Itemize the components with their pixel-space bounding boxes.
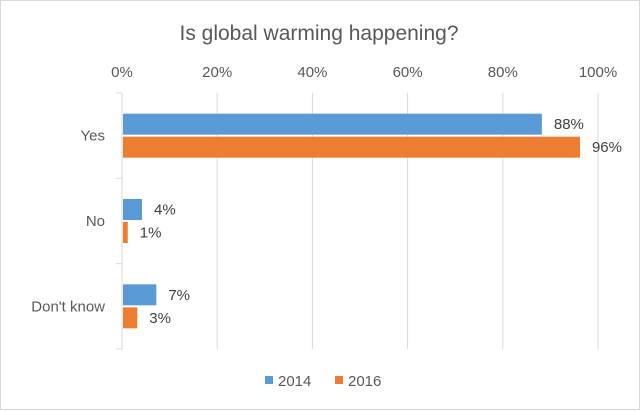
data-label: 88% <box>554 116 584 133</box>
legend-label: 2016 <box>348 373 381 390</box>
bar-2014-yes <box>123 113 542 135</box>
data-label: 1% <box>140 225 162 242</box>
legend: 2014 2016 <box>265 373 381 390</box>
category-label: No <box>86 213 105 230</box>
data-label: 7% <box>168 287 190 304</box>
x-axis-ticks: 0% 20% 40% 60% 80% 100% <box>111 64 617 81</box>
x-tick-label: 60% <box>393 64 423 81</box>
category-label: Don't know <box>31 298 105 315</box>
chart-title: Is global warming happening? <box>179 22 458 45</box>
category-label: Yes <box>81 128 105 145</box>
bars <box>123 113 580 329</box>
data-label: 3% <box>149 310 171 327</box>
x-tick-label: 40% <box>297 64 327 81</box>
bar-2016-don-t-know <box>123 307 138 329</box>
legend-swatch <box>335 376 343 384</box>
x-tick-label: 80% <box>488 64 518 81</box>
bar-2016-yes <box>123 136 580 158</box>
category-labels: Yes No Don't know <box>31 128 105 316</box>
bar-2016-no <box>123 222 128 243</box>
legend-swatch <box>265 376 273 384</box>
bar-2014-no <box>123 199 143 220</box>
gridlines <box>116 92 599 350</box>
x-tick-label: 20% <box>202 64 232 81</box>
x-tick-label: 0% <box>111 64 133 81</box>
data-label: 4% <box>154 202 176 219</box>
bar-2014-don-t-know <box>123 284 157 306</box>
data-label: 96% <box>592 139 622 156</box>
x-tick-label: 100% <box>579 64 617 81</box>
data-labels: 88% 96% 4% 1% 7% 3% <box>140 116 622 327</box>
legend-label: 2014 <box>278 373 311 390</box>
